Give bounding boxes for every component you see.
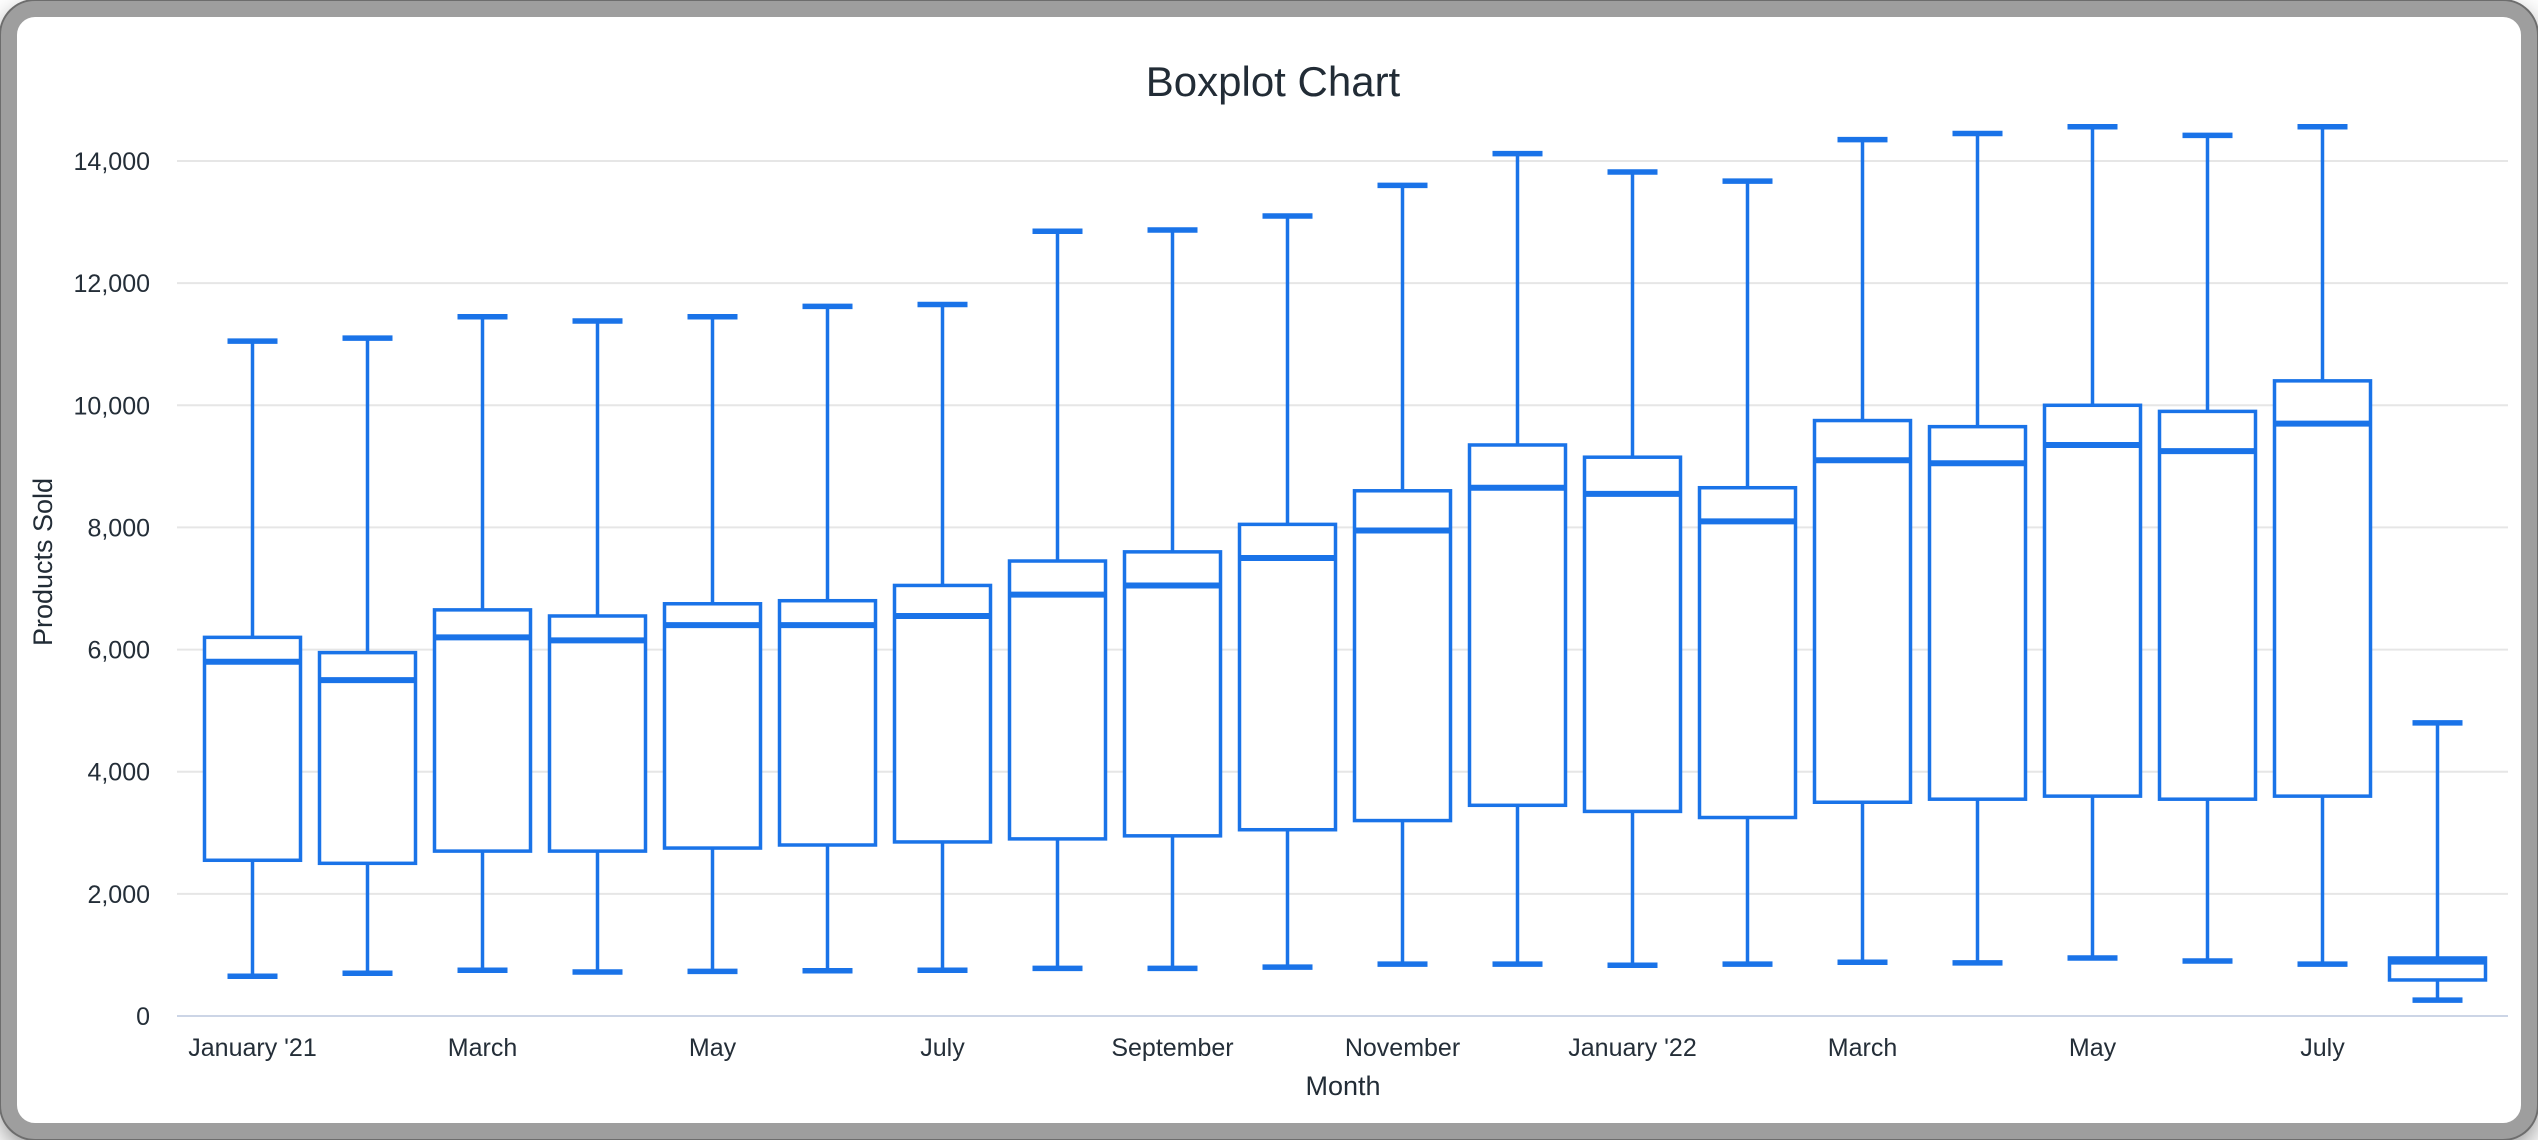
boxplot-october-21[interactable] <box>1237 213 1338 970</box>
x-tick-label: January '21 <box>188 1034 316 1062</box>
iqr-box[interactable] <box>547 614 648 853</box>
boxplot-september-21[interactable] <box>1122 227 1223 972</box>
x-tick-label: September <box>1111 1034 1233 1062</box>
boxplot-june-22[interactable] <box>2157 132 2258 964</box>
x-axis-title: Month <box>1305 1071 1380 1101</box>
y-axis-title: Products Sold <box>28 478 58 646</box>
iqr-box[interactable] <box>1582 455 1683 814</box>
x-tick-label: November <box>1345 1034 1460 1062</box>
iqr-box[interactable] <box>2157 409 2258 801</box>
y-tick-label: 14,000 <box>74 148 150 176</box>
y-tick-label: 6,000 <box>87 637 150 665</box>
iqr-box[interactable] <box>1352 489 1453 823</box>
x-tick-label: March <box>1828 1034 1897 1062</box>
axis-label-layer: 0 2,000 4,000 6,000 8,000 10,000 12,000 14,000 J… <box>74 148 2346 1062</box>
boxplot-august-21[interactable] <box>1007 228 1108 972</box>
boxplot-february-21[interactable] <box>317 335 418 976</box>
iqr-box[interactable] <box>1122 550 1223 838</box>
boxplot-march-21[interactable] <box>432 313 533 973</box>
boxplot-february-22[interactable] <box>1697 178 1798 967</box>
y-tick-label: 8,000 <box>87 514 150 542</box>
iqr-box[interactable] <box>1927 424 2028 801</box>
iqr-box[interactable] <box>2272 379 2373 798</box>
y-tick-label: 10,000 <box>74 392 150 420</box>
boxplot-january-21[interactable] <box>202 338 303 980</box>
boxplot-april-21[interactable] <box>547 318 648 975</box>
boxplot-december-21[interactable] <box>1467 150 1568 967</box>
chart-title: Boxplot Chart <box>1146 58 1401 105</box>
boxplot-may-22[interactable] <box>2042 124 2143 961</box>
iqr-box[interactable] <box>432 608 533 853</box>
iqr-box[interactable] <box>892 583 993 844</box>
x-tick-label: July <box>920 1034 965 1062</box>
iqr-box[interactable] <box>777 598 878 847</box>
iqr-box[interactable] <box>1697 485 1798 820</box>
iqr-box[interactable] <box>1237 522 1338 832</box>
boxplot-june-21[interactable] <box>777 303 878 974</box>
y-tick-label: 4,000 <box>87 759 150 787</box>
iqr-box[interactable] <box>1007 559 1108 841</box>
boxplot-november-21[interactable] <box>1352 182 1453 967</box>
boxplot-august-22[interactable] <box>2387 720 2488 1003</box>
boxplot-series-layer <box>202 124 2488 1003</box>
x-tick-label: May <box>2069 1034 2117 1062</box>
y-tick-label: 0 <box>136 1003 150 1031</box>
boxplot-may-21[interactable] <box>662 313 763 975</box>
iqr-box[interactable] <box>662 602 763 850</box>
boxplot-july-22[interactable] <box>2272 124 2373 967</box>
iqr-box[interactable] <box>317 650 418 866</box>
boxplot-july-21[interactable] <box>892 301 993 973</box>
iqr-box[interactable] <box>1467 443 1568 808</box>
x-tick-label: July <box>2300 1034 2345 1062</box>
boxplot-april-22[interactable] <box>1927 130 2028 966</box>
boxplot-march-22[interactable] <box>1812 136 1913 966</box>
boxplot-chart: 0 2,000 4,000 6,000 8,000 10,000 12,000 14,000 J… <box>28 58 2508 1101</box>
x-tick-label: January '22 <box>1568 1034 1696 1062</box>
x-tick-label: March <box>448 1034 517 1062</box>
iqr-box[interactable] <box>2042 403 2143 798</box>
x-tick-label: May <box>689 1034 737 1062</box>
iqr-box[interactable] <box>1812 418 1913 804</box>
boxplot-january-22[interactable] <box>1582 169 1683 969</box>
y-tick-label: 2,000 <box>87 881 150 909</box>
iqr-box[interactable] <box>202 635 303 863</box>
y-tick-label: 12,000 <box>74 270 150 298</box>
